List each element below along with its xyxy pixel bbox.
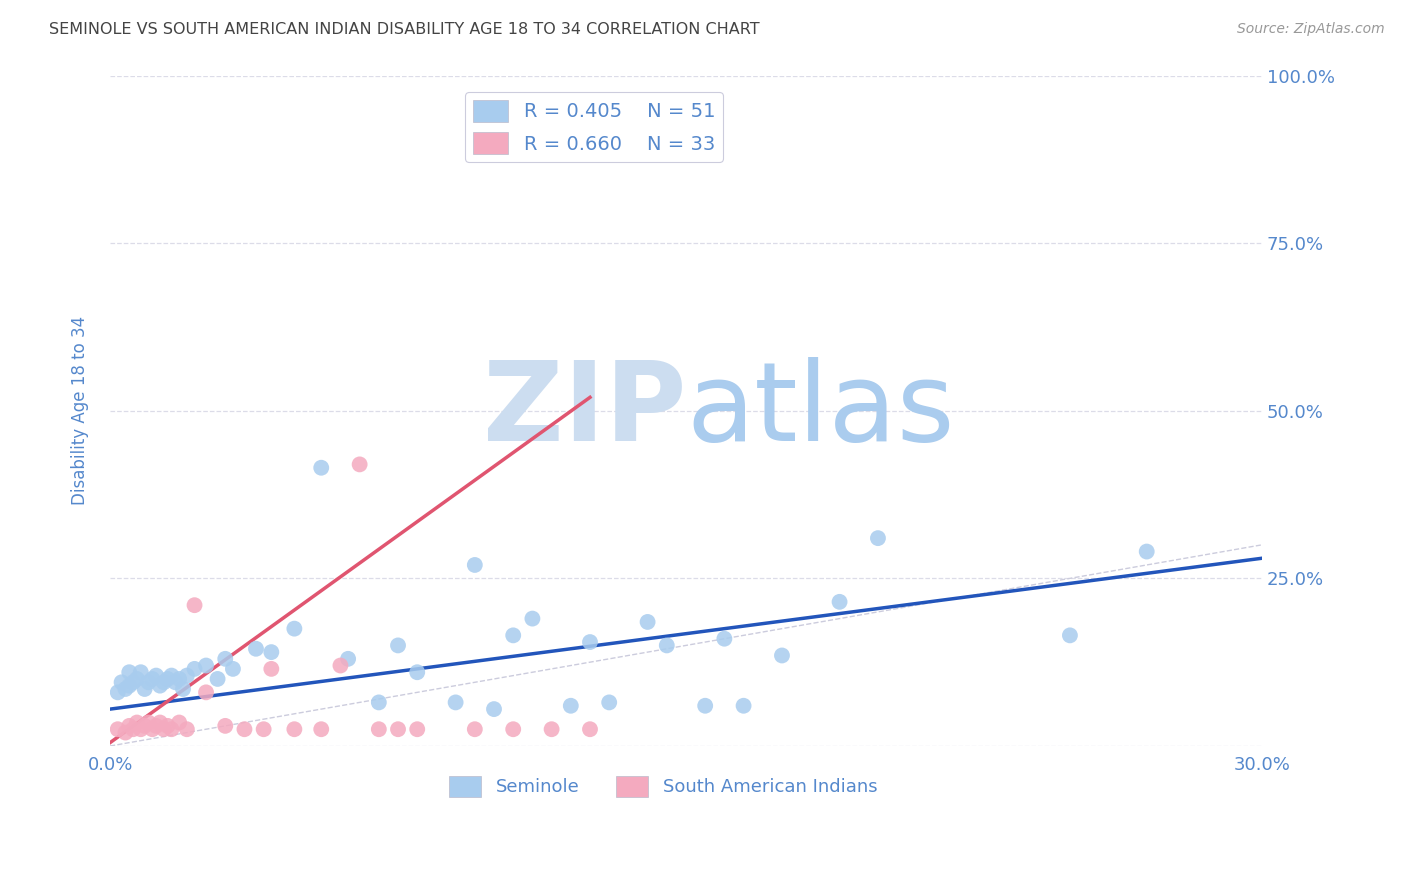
Point xyxy=(153,675,176,690)
Point xyxy=(156,719,179,733)
Point xyxy=(482,702,505,716)
Point xyxy=(118,719,141,733)
Point xyxy=(129,665,152,680)
Point xyxy=(153,723,176,737)
Point xyxy=(233,723,256,737)
Point xyxy=(560,698,582,713)
Point xyxy=(283,622,305,636)
Point xyxy=(214,719,236,733)
Point xyxy=(145,668,167,682)
Point xyxy=(260,662,283,676)
Point xyxy=(367,723,389,737)
Point xyxy=(502,723,524,737)
Point xyxy=(406,723,429,737)
Point xyxy=(118,665,141,680)
Point xyxy=(114,681,136,696)
Point xyxy=(160,723,183,737)
Point xyxy=(195,658,218,673)
Point xyxy=(129,723,152,737)
Point xyxy=(176,668,198,682)
Point xyxy=(141,723,163,737)
Point xyxy=(149,715,172,730)
Point xyxy=(145,719,167,733)
Point xyxy=(125,672,148,686)
Point xyxy=(406,665,429,680)
Point xyxy=(122,723,145,737)
Text: ZIP: ZIP xyxy=(482,358,686,464)
Point xyxy=(464,723,486,737)
Point xyxy=(165,675,187,690)
Point xyxy=(141,672,163,686)
Point xyxy=(156,672,179,686)
Point xyxy=(770,648,793,663)
Point xyxy=(167,715,190,730)
Point xyxy=(309,723,332,737)
Point xyxy=(866,531,889,545)
Point xyxy=(134,719,156,733)
Point xyxy=(107,723,129,737)
Y-axis label: Disability Age 18 to 34: Disability Age 18 to 34 xyxy=(72,316,89,505)
Point xyxy=(637,615,659,629)
Point xyxy=(367,695,389,709)
Legend: Seminole, South American Indians: Seminole, South American Indians xyxy=(441,769,884,804)
Point xyxy=(172,681,194,696)
Point xyxy=(444,695,467,709)
Point xyxy=(214,652,236,666)
Point xyxy=(349,458,371,472)
Point xyxy=(733,698,755,713)
Point xyxy=(309,460,332,475)
Point xyxy=(222,662,245,676)
Point xyxy=(183,662,205,676)
Point xyxy=(337,652,360,666)
Point xyxy=(125,715,148,730)
Point xyxy=(183,598,205,612)
Text: SEMINOLE VS SOUTH AMERICAN INDIAN DISABILITY AGE 18 TO 34 CORRELATION CHART: SEMINOLE VS SOUTH AMERICAN INDIAN DISABI… xyxy=(49,22,759,37)
Point xyxy=(118,679,141,693)
Point xyxy=(114,725,136,739)
Point xyxy=(1059,628,1081,642)
Point xyxy=(149,679,172,693)
Point xyxy=(122,675,145,690)
Point xyxy=(138,675,160,690)
Point xyxy=(598,695,620,709)
Point xyxy=(540,723,562,737)
Point xyxy=(329,658,352,673)
Text: atlas: atlas xyxy=(686,358,955,464)
Point xyxy=(134,681,156,696)
Point xyxy=(387,723,409,737)
Text: Source: ZipAtlas.com: Source: ZipAtlas.com xyxy=(1237,22,1385,37)
Point xyxy=(107,685,129,699)
Point xyxy=(655,639,678,653)
Point xyxy=(253,723,276,737)
Point xyxy=(176,723,198,737)
Point xyxy=(579,635,602,649)
Point xyxy=(160,668,183,682)
Point xyxy=(110,675,132,690)
Point xyxy=(195,685,218,699)
Point xyxy=(695,698,717,713)
Point xyxy=(260,645,283,659)
Point xyxy=(387,639,409,653)
Point xyxy=(464,558,486,572)
Point xyxy=(522,611,544,625)
Point xyxy=(579,723,602,737)
Point xyxy=(713,632,735,646)
Point xyxy=(828,595,851,609)
Point xyxy=(245,641,267,656)
Point xyxy=(138,715,160,730)
Point xyxy=(207,672,229,686)
Point xyxy=(167,672,190,686)
Point xyxy=(502,628,524,642)
Point xyxy=(1136,544,1159,558)
Point xyxy=(283,723,305,737)
